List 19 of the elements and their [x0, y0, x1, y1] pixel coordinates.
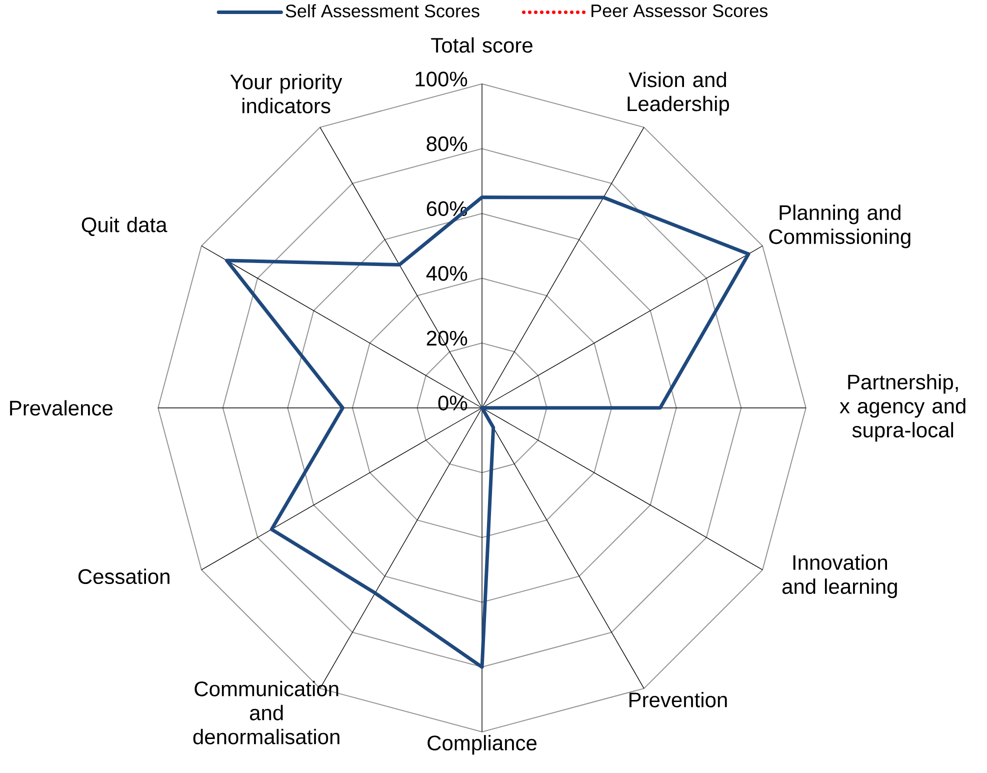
spoke-label: Total score	[431, 37, 532, 53]
spoke-label: Planning and Commissioning	[769, 204, 910, 248]
spoke-label: Partnership, x agency and supra-local	[840, 374, 966, 442]
spoke-label: Cessation	[78, 568, 170, 584]
y-tick-label: 40%	[426, 266, 468, 281]
y-tick-label: 60%	[426, 201, 468, 216]
spoke-label: Prevention	[630, 692, 727, 708]
y-tick-label: 0%	[438, 396, 468, 410]
spoke-label: Compliance	[428, 735, 536, 755]
spoke-label: Prevalence	[10, 400, 112, 416]
legend-label: Self Assessment Scores	[286, 4, 480, 18]
spoke-label: Quit data	[82, 216, 168, 236]
legend-label: Peer Assessor Scores	[592, 4, 768, 18]
spoke-label: Your priority indicators	[230, 74, 342, 114]
y-tick-label: 100%	[416, 72, 468, 86]
spoke-label: Vision and Leadership	[628, 72, 730, 116]
y-tick-label: 80%	[426, 136, 468, 152]
spoke-label: Innovation and learning	[782, 554, 897, 598]
spoke-label: Communication and denormalisation	[193, 680, 340, 744]
